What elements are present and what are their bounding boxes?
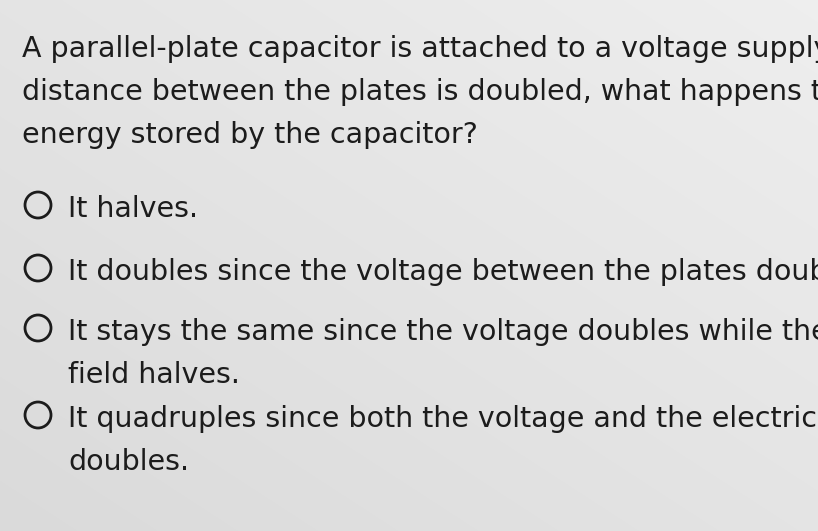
- Text: It halves.: It halves.: [68, 195, 198, 223]
- Text: energy stored by the capacitor?: energy stored by the capacitor?: [22, 121, 478, 149]
- Text: It doubles since the voltage between the plates doubles.: It doubles since the voltage between the…: [68, 258, 818, 286]
- Text: A parallel-plate capacitor is attached to a voltage supply. If the: A parallel-plate capacitor is attached t…: [22, 35, 818, 63]
- Text: field halves.: field halves.: [68, 361, 240, 389]
- Text: It quadruples since both the voltage and the electric field: It quadruples since both the voltage and…: [68, 405, 818, 433]
- Text: doubles.: doubles.: [68, 448, 189, 476]
- Text: It stays the same since the voltage doubles while the electric: It stays the same since the voltage doub…: [68, 318, 818, 346]
- Text: distance between the plates is doubled, what happens to the: distance between the plates is doubled, …: [22, 78, 818, 106]
